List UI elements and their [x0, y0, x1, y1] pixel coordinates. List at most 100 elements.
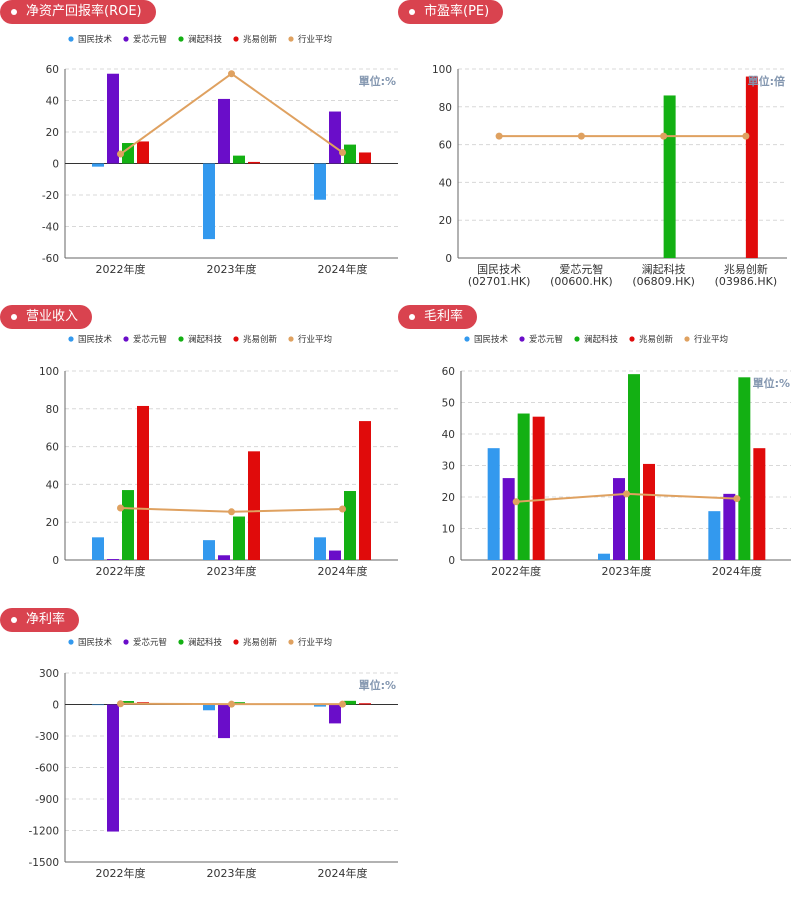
- y-tick-label: 20: [46, 517, 59, 529]
- y-tick-label: 60: [439, 140, 452, 152]
- roe-title-badge: 净资产回报率(ROE): [0, 0, 156, 24]
- legend-label: 国民技术: [78, 637, 113, 648]
- y-tick-label: 10: [442, 524, 455, 536]
- y-tick-label: 0: [448, 555, 455, 567]
- industry-average-point: [623, 490, 630, 497]
- unit-label: 單位:倍: [748, 74, 785, 88]
- industry-average-point: [339, 701, 346, 708]
- bar: [344, 491, 356, 560]
- badge-dot-icon: [409, 9, 415, 15]
- industry-average-line: [121, 74, 343, 154]
- industry-average-point: [228, 701, 235, 708]
- x-tick-label: 澜起科技: [642, 262, 686, 276]
- y-tick-label: 40: [442, 429, 455, 441]
- x-tick-label: 2022年度: [96, 564, 146, 578]
- y-tick-label: -1200: [28, 826, 59, 838]
- bar: [503, 478, 515, 560]
- legend-label: 爱芯元智: [133, 334, 167, 345]
- badge-dot-icon: [409, 314, 415, 320]
- y-tick-label: -20: [42, 190, 59, 202]
- legend-marker: [123, 36, 128, 41]
- industry-average-point: [339, 149, 346, 156]
- pe-title-badge: 市盈率(PE): [398, 0, 503, 24]
- bar: [359, 421, 371, 560]
- legend-label: 国民技术: [78, 334, 113, 345]
- bar: [137, 141, 149, 163]
- y-tick-label: 80: [46, 404, 59, 416]
- bar: [643, 464, 655, 560]
- unit-label: 單位:%: [753, 376, 790, 390]
- legend-marker: [68, 36, 73, 41]
- roe-chart: 国民技术爱芯元智澜起科技兆易创新行业平均6040200-20-40-602022…: [0, 0, 398, 300]
- y-tick-label: 60: [46, 64, 59, 76]
- x-tick-label: 2023年度: [207, 866, 257, 880]
- y-tick-label: -900: [35, 794, 59, 806]
- legend-label: 澜起科技: [188, 334, 223, 345]
- bar: [203, 705, 215, 711]
- bar: [248, 451, 260, 560]
- legend-label: 兆易创新: [243, 334, 278, 345]
- industry-average-point: [513, 498, 520, 505]
- bar: [628, 374, 640, 560]
- legend-label: 爱芯元智: [529, 334, 563, 345]
- y-tick-label: 300: [39, 668, 59, 680]
- x-tick-label: 2024年度: [318, 262, 368, 276]
- x-tick-label: (00600.HK): [550, 275, 613, 288]
- legend-marker: [574, 336, 579, 341]
- legend-marker: [233, 36, 238, 41]
- industry-average-point: [733, 495, 740, 502]
- legend-marker: [464, 336, 469, 341]
- y-tick-label: -60: [42, 253, 59, 265]
- legend-marker: [288, 36, 293, 41]
- x-tick-label: 2022年度: [96, 262, 146, 276]
- bar: [738, 377, 750, 560]
- unit-label: 單位:%: [359, 74, 396, 88]
- bar: [359, 703, 371, 704]
- revenue-title: 营业收入: [26, 309, 78, 324]
- bar: [708, 511, 720, 560]
- bar: [122, 490, 134, 560]
- x-tick-label: 2023年度: [207, 564, 257, 578]
- legend-label: 澜起科技: [188, 34, 223, 45]
- legend-marker: [123, 336, 128, 341]
- industry-average-point: [228, 70, 235, 77]
- legend-label: 行业平均: [694, 334, 728, 345]
- net-margin-title-badge: 净利率: [0, 608, 79, 632]
- bar: [233, 156, 245, 164]
- revenue-title-badge: 营业收入: [0, 305, 92, 329]
- legend-marker: [178, 639, 183, 644]
- legend-label: 国民技术: [78, 34, 113, 45]
- x-tick-label: 2023年度: [602, 564, 652, 578]
- y-tick-label: -600: [35, 763, 59, 775]
- y-tick-label: 0: [52, 159, 59, 171]
- legend-marker: [123, 639, 128, 644]
- industry-average-point: [117, 505, 124, 512]
- legend-marker: [68, 336, 73, 341]
- x-tick-label: 2022年度: [491, 564, 541, 578]
- legend-marker: [68, 639, 73, 644]
- bar: [92, 164, 104, 167]
- pe-chart: 100806040200国民技术(02701.HK)爱芯元智(00600.HK)…: [398, 0, 791, 300]
- y-tick-label: 40: [46, 479, 59, 491]
- legend-label: 行业平均: [298, 34, 332, 45]
- x-tick-label: 2024年度: [712, 564, 762, 578]
- gross-margin-title-badge: 毛利率: [398, 305, 477, 329]
- unit-label: 單位:%: [359, 678, 396, 692]
- legend-marker: [288, 336, 293, 341]
- roe-title: 净资产回报率(ROE): [26, 4, 142, 19]
- x-tick-label: 2024年度: [318, 564, 368, 578]
- legend-label: 兆易创新: [243, 34, 278, 45]
- legend-marker: [178, 36, 183, 41]
- x-tick-label: 爱芯元智: [559, 262, 603, 276]
- y-tick-label: 30: [442, 461, 455, 473]
- y-tick-label: 100: [432, 64, 452, 76]
- y-tick-label: 20: [439, 215, 452, 227]
- bar: [533, 417, 545, 560]
- y-tick-label: 40: [46, 96, 59, 108]
- legend-marker: [178, 336, 183, 341]
- legend-label: 澜起科技: [584, 334, 619, 345]
